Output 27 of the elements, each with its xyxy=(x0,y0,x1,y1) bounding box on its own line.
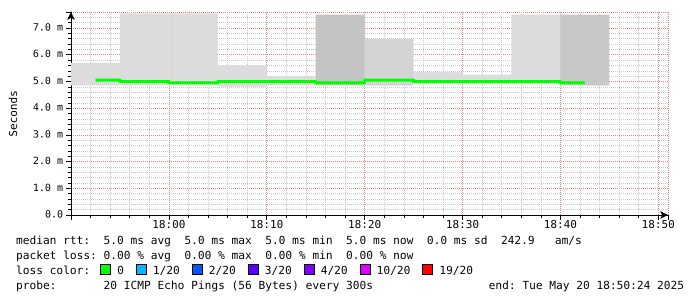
y-tick-label: 3.0 m xyxy=(32,129,63,140)
y-tick-label: 5.0 m xyxy=(32,76,63,87)
text: probe: 20 ICMP Echo Pings (56 Bytes) every 300s xyxy=(16,279,373,292)
x-tick-label: 18:30 xyxy=(446,218,480,231)
x-tick-label: 18:40 xyxy=(544,218,577,231)
text: 4/20 xyxy=(320,264,348,277)
text: median rtt: 5.0 ms avg 5.0 ms max 5.0 ms min 5.0 ms now 0.0 ms sd 242.9 am/s xyxy=(16,233,583,248)
text: packet loss: 0.00 % avg 0.00 % max 0.00 % min 0.00 % now xyxy=(16,248,414,263)
text: 2/20 xyxy=(208,264,236,277)
y-tick-label: 0.0 xyxy=(44,210,63,220)
text: 3/20 xyxy=(264,264,292,277)
y-axis-title: Seconds xyxy=(7,90,20,137)
y-tick-label: 4.0 m xyxy=(32,102,63,114)
x-tick-label: 18:20 xyxy=(348,218,382,231)
text: 10/20 xyxy=(376,264,410,277)
y-tick-label: 6.0 m xyxy=(32,49,63,60)
x-tick-label: 18:10 xyxy=(250,218,284,231)
text: 1/20 xyxy=(152,264,180,277)
text: 19/20 xyxy=(439,264,474,277)
y-tick-label: 2.0 m xyxy=(32,156,63,168)
y-tick-label: 1.0 m xyxy=(32,182,63,194)
text: 0 xyxy=(117,264,124,277)
text: end: Tue May 20 18:50:24 2025 xyxy=(488,278,684,293)
x-tick-label: 18:50 xyxy=(642,218,675,231)
x-tick-label: 18:00 xyxy=(152,218,186,231)
y-tick-label: 7.0 m xyxy=(32,22,63,34)
text: loss color: xyxy=(16,264,90,277)
